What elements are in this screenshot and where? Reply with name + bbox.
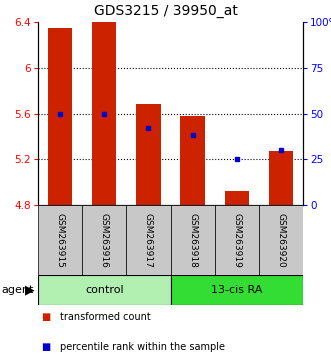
- Bar: [215, 205, 259, 275]
- Text: GSM263915: GSM263915: [56, 212, 65, 267]
- Bar: [170, 275, 303, 305]
- Text: agent: agent: [2, 285, 34, 295]
- Text: GSM263920: GSM263920: [276, 213, 285, 267]
- Bar: [48, 28, 72, 205]
- Text: ▶: ▶: [25, 284, 34, 297]
- Bar: [269, 151, 293, 205]
- Text: GSM263917: GSM263917: [144, 212, 153, 267]
- Text: 13-cis RA: 13-cis RA: [211, 285, 262, 295]
- Bar: [180, 116, 205, 205]
- Text: control: control: [85, 285, 123, 295]
- Text: ■: ■: [41, 342, 51, 352]
- Text: GSM263918: GSM263918: [188, 212, 197, 267]
- Bar: [225, 191, 249, 205]
- Bar: [136, 104, 161, 205]
- Bar: [92, 22, 117, 205]
- Bar: [259, 205, 303, 275]
- Bar: [38, 205, 82, 275]
- Text: ■: ■: [41, 312, 51, 322]
- Text: GDS3215 / 39950_at: GDS3215 / 39950_at: [94, 5, 237, 18]
- Text: GSM263916: GSM263916: [100, 212, 109, 267]
- Text: GSM263919: GSM263919: [232, 212, 241, 267]
- Bar: [126, 205, 170, 275]
- Text: percentile rank within the sample: percentile rank within the sample: [60, 342, 224, 352]
- Bar: [82, 205, 126, 275]
- Text: transformed count: transformed count: [60, 312, 150, 322]
- Bar: [170, 205, 215, 275]
- Bar: [38, 275, 170, 305]
